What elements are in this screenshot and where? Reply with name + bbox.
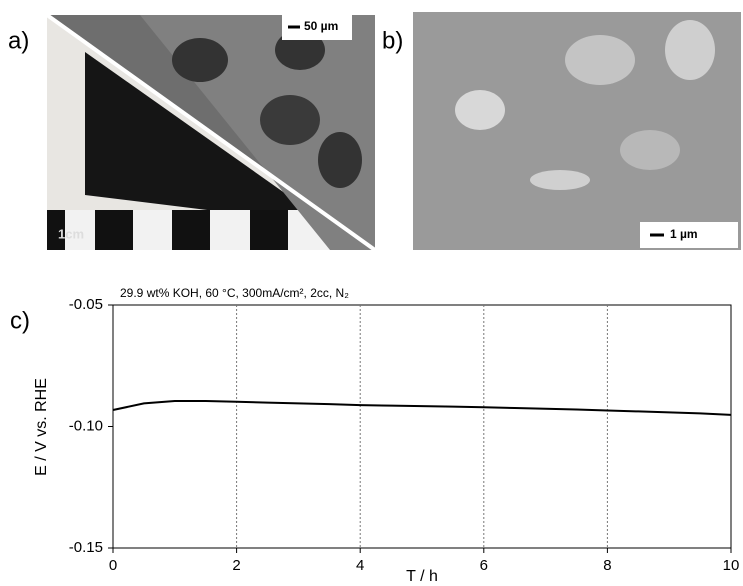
x-tick-label: 0 [109,557,117,574]
x-tick-label: 2 [232,557,240,574]
photo-a: 50 µm 1cm [47,14,375,250]
panel-label: a) [8,27,29,54]
x-tick-label: 4 [356,557,364,574]
x-tick-label: 8 [603,557,611,574]
data-line [113,401,731,415]
y-tick-label: -0.15 [69,539,103,556]
figure: a) 50 µm 1cm b) 1 µm c) 29.9 wt% KOH, 60… [0,0,743,586]
x-tick-label: 10 [723,557,740,574]
scale-bar-label: 50 µm [304,19,338,33]
plot-frame [113,305,731,548]
annotation: 29.9 wt% KOH, 60 °C, 300mA/cm², 2cc, N₂ [120,286,349,300]
panel-label: b) [382,27,403,54]
panel-label: c) [10,307,30,334]
scale-bar-label: 1 µm [670,227,698,241]
photo-b: 1 µm [413,12,741,250]
x-tick-label: 6 [480,557,488,574]
x-axis-label: T / h [406,568,438,585]
y-tick-label: -0.10 [69,417,103,434]
y-axis-label: E / V vs. RHE [33,378,50,476]
y-tick-label: -0.05 [69,296,103,313]
ruler-label: 1cm [58,226,84,241]
